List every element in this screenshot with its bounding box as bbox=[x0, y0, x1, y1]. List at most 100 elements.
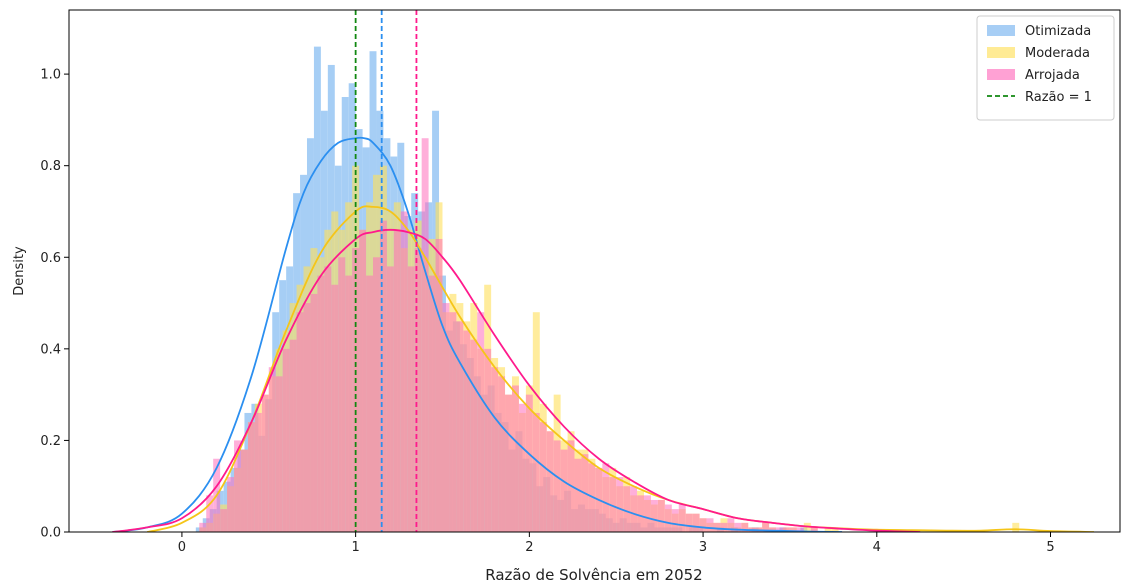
hist-bar-arrojada bbox=[359, 229, 367, 532]
hist-bar-arrojada bbox=[282, 348, 290, 532]
y-tick-label: 0.6 bbox=[40, 251, 61, 266]
hist-bar-arrojada bbox=[553, 440, 561, 532]
hist-bar-arrojada bbox=[518, 403, 526, 532]
legend-swatch bbox=[987, 69, 1015, 80]
y-tick-label: 0.2 bbox=[40, 434, 61, 449]
plot-area bbox=[112, 10, 1094, 532]
hist-bar-arrojada bbox=[254, 412, 262, 532]
hist-bar-arrojada bbox=[400, 211, 408, 532]
hist-bar-arrojada bbox=[505, 394, 512, 532]
hist-bar-arrojada bbox=[296, 312, 304, 532]
x-tick-label: 3 bbox=[699, 540, 707, 555]
hist-bar-arrojada bbox=[442, 303, 450, 532]
hist-bar-arrojada bbox=[227, 477, 235, 532]
hist-bar-arrojada bbox=[303, 303, 311, 532]
hist-bar-arrojada bbox=[789, 527, 797, 532]
hist-bar-arrojada bbox=[650, 499, 658, 532]
hist-bar-moderada bbox=[803, 522, 811, 532]
legend-label: Razão = 1 bbox=[1025, 90, 1092, 105]
hist-bar-arrojada bbox=[609, 477, 617, 532]
hist-bar-arrojada bbox=[762, 522, 770, 532]
hist-bar-arrojada bbox=[720, 522, 728, 532]
hist-bar-arrojada bbox=[470, 339, 478, 532]
hist-bar-arrojada bbox=[386, 266, 394, 532]
legend-label: Arrojada bbox=[1025, 68, 1080, 83]
hist-bar-arrojada bbox=[525, 394, 533, 532]
hist-bar-arrojada bbox=[644, 495, 651, 532]
hist-bar-arrojada bbox=[484, 348, 492, 532]
x-tick-label: 1 bbox=[351, 540, 359, 555]
hist-bar-arrojada bbox=[373, 257, 380, 532]
kde-curve-arrojada bbox=[112, 228, 921, 532]
x-tick-label: 0 bbox=[178, 540, 186, 555]
hist-bar-arrojada bbox=[345, 275, 353, 532]
y-tick-label: 1.0 bbox=[40, 68, 61, 83]
y-tick-label: 0.8 bbox=[40, 159, 61, 174]
hist-bar-arrojada bbox=[796, 527, 804, 532]
hist-bar-arrojada bbox=[407, 266, 415, 532]
hist-bar-arrojada bbox=[776, 527, 783, 532]
kde-curve-moderada bbox=[146, 205, 1094, 532]
hist-bar-arrojada bbox=[602, 463, 610, 532]
axes: 0 1 2 3 4 5 0.0 0.2 0.4 0.6 0.8 1.0 bbox=[40, 68, 1054, 555]
hist-bar-arrojada bbox=[240, 449, 248, 532]
hist-bar-arrojada bbox=[616, 477, 624, 532]
hist-bar-arrojada bbox=[699, 518, 707, 532]
hist-bar-arrojada bbox=[685, 513, 693, 532]
hist-bar-arrojada bbox=[449, 312, 457, 532]
hist-bar-arrojada bbox=[435, 238, 443, 532]
hist-bar-arrojada bbox=[734, 522, 742, 532]
hist-bar-arrojada bbox=[713, 522, 721, 532]
hist-bar-arrojada bbox=[366, 275, 374, 532]
legend-label: Moderada bbox=[1025, 46, 1090, 61]
plot-frame bbox=[68, 9, 1121, 533]
hist-bar-arrojada bbox=[199, 522, 207, 532]
hist-bar-arrojada bbox=[310, 293, 318, 532]
hist-bar-arrojada bbox=[324, 266, 332, 532]
hist-bar-arrojada bbox=[268, 367, 276, 532]
hist-bar-arrojada bbox=[574, 458, 582, 532]
legend-box bbox=[976, 15, 1115, 121]
hist-bar-arrojada bbox=[532, 412, 540, 532]
hist-bar-arrojada bbox=[623, 486, 631, 532]
hist-bar-arrojada bbox=[456, 321, 464, 532]
y-axis-label: Density bbox=[12, 246, 27, 296]
hist-bar-arrojada bbox=[630, 486, 638, 532]
hist-bar-arrojada bbox=[331, 284, 339, 532]
hist-bar-arrojada bbox=[546, 431, 554, 532]
x-tick-label: 2 bbox=[525, 540, 533, 555]
hist-bar-arrojada bbox=[234, 440, 241, 532]
hist-bar-arrojada bbox=[317, 275, 325, 532]
y-tick-label: 0.0 bbox=[40, 526, 61, 541]
hist-bar-arrojada bbox=[498, 376, 506, 532]
hist-bar-arrojada bbox=[393, 229, 401, 532]
hist-bar-arrojada bbox=[477, 312, 485, 532]
hist-bar-arrojada bbox=[338, 257, 346, 532]
hist-bar-moderada bbox=[1012, 522, 1020, 532]
hist-bar-arrojada bbox=[769, 527, 777, 532]
hist-bar-arrojada bbox=[421, 138, 429, 532]
hist-bar-arrojada bbox=[671, 509, 679, 532]
hist-bar-arrojada bbox=[810, 527, 818, 532]
hist-bar-arrojada bbox=[637, 495, 645, 532]
hist-bar-arrojada bbox=[463, 330, 471, 532]
hist-bar-arrojada bbox=[782, 527, 790, 532]
hist-bar-moderada bbox=[824, 527, 832, 532]
legend-swatch bbox=[987, 47, 1015, 58]
hist-bar-arrojada bbox=[706, 518, 714, 532]
y-tick-label: 0.4 bbox=[40, 342, 61, 357]
hist-bar-arrojada bbox=[741, 522, 749, 532]
hist-bar-arrojada bbox=[657, 499, 665, 532]
hist-bar-arrojada bbox=[727, 518, 735, 532]
hist-bar-arrojada bbox=[491, 367, 499, 532]
hist-bar-arrojada bbox=[428, 275, 436, 532]
hist-bar-arrojada bbox=[511, 385, 519, 532]
hist-bar-arrojada bbox=[275, 376, 283, 532]
hist-bar-arrojada bbox=[289, 339, 297, 532]
legend-swatch bbox=[987, 25, 1015, 36]
legend-label: Otimizada bbox=[1025, 24, 1091, 39]
x-tick-label: 4 bbox=[873, 540, 881, 555]
x-tick-label: 5 bbox=[1046, 540, 1054, 555]
hist-bar-arrojada bbox=[379, 220, 387, 532]
